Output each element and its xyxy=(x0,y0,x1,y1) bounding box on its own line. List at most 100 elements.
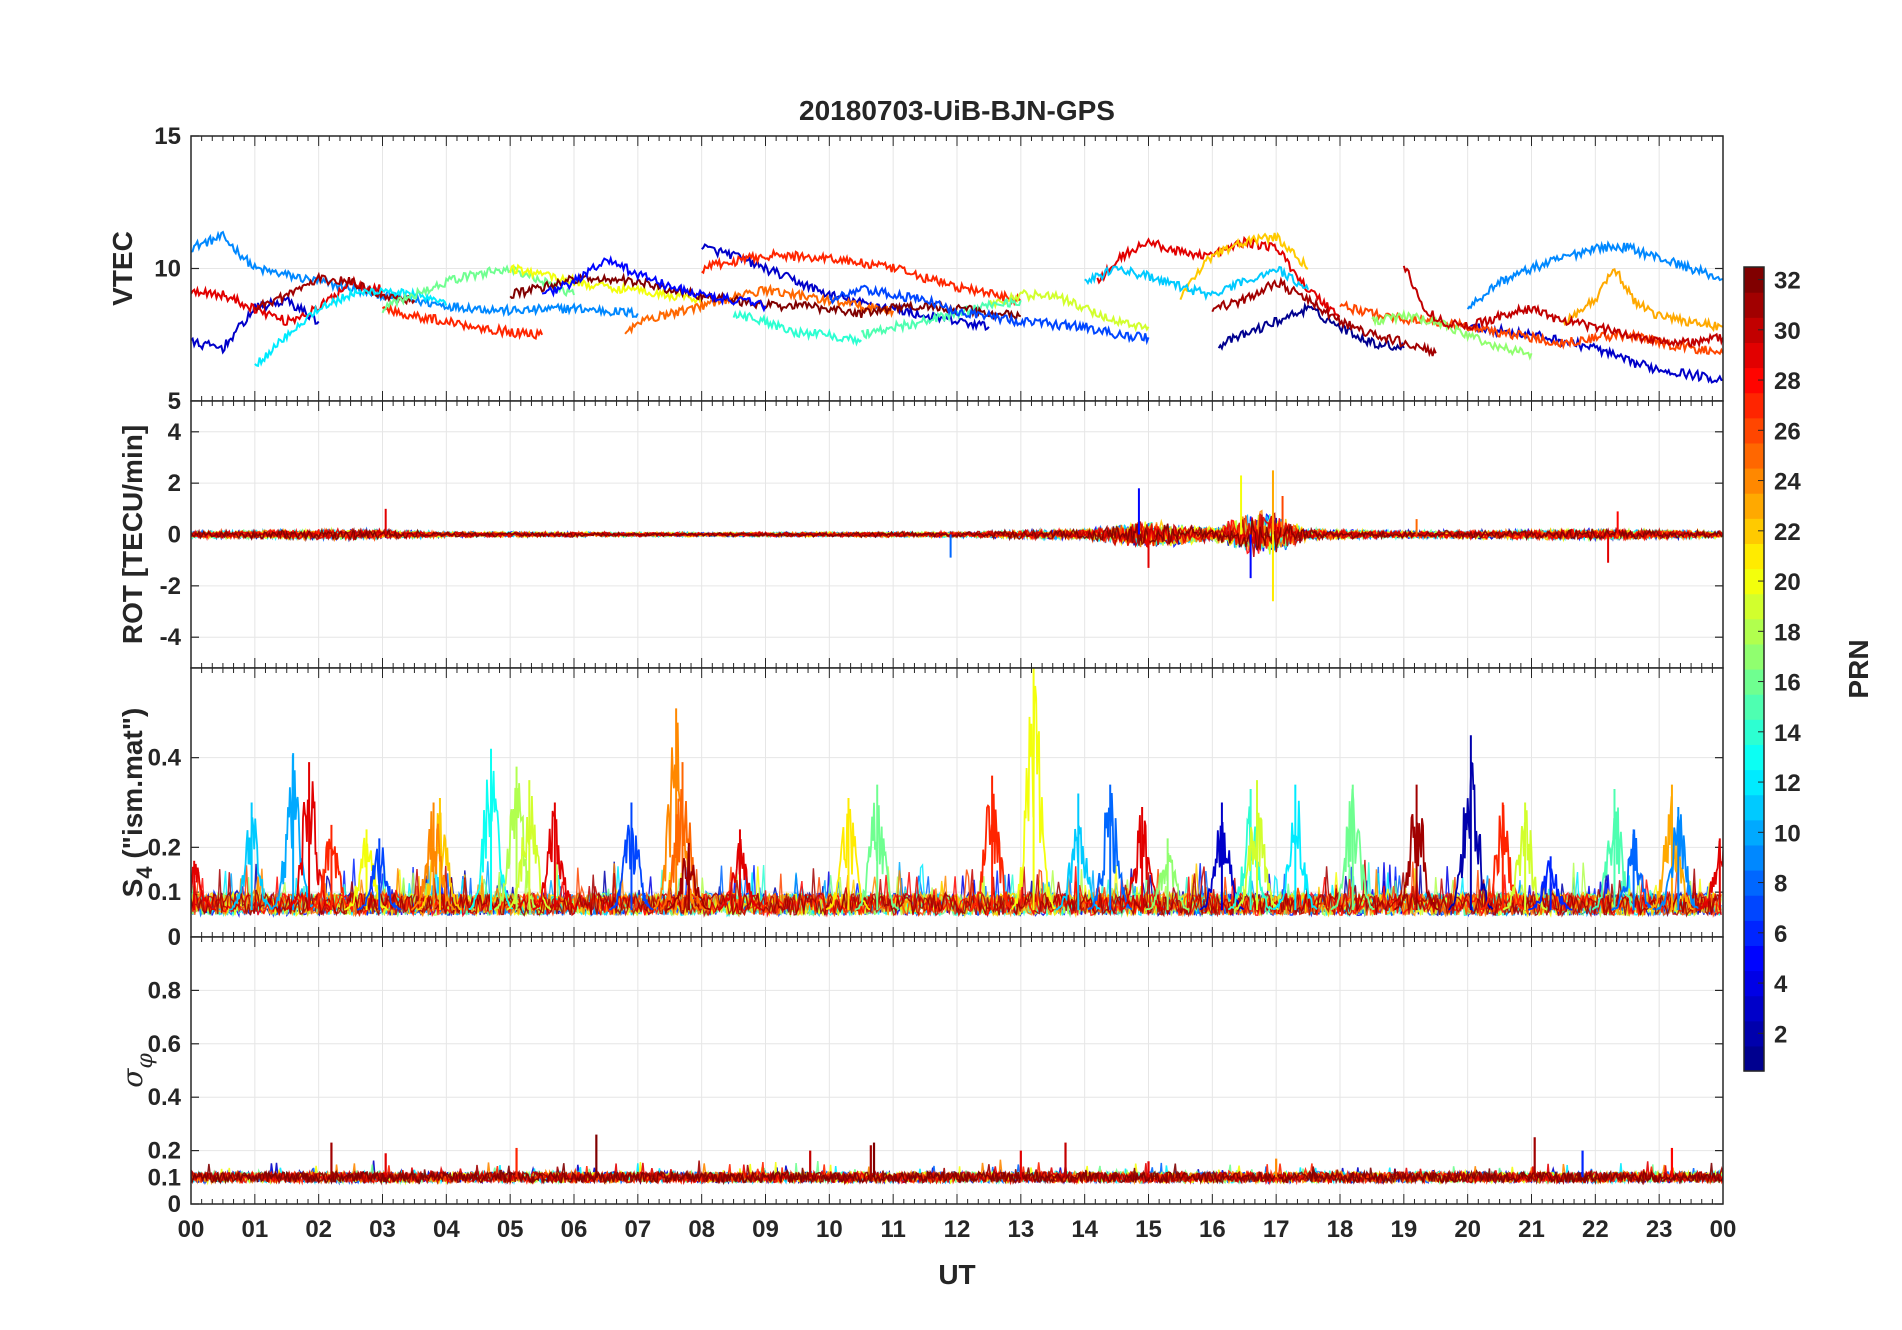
panel-sigma_phi: 00.10.2 0.4 0.6 0.8 σφ xyxy=(116,936,1724,1218)
colorbar-band xyxy=(1744,442,1764,469)
y-tick-label: 0.4 xyxy=(148,745,182,772)
vtec-series-prn-19 xyxy=(988,288,1150,333)
x-tick-label: 02 xyxy=(305,1216,332,1243)
colorbar-bands xyxy=(1744,267,1764,1072)
colorbar-band xyxy=(1744,417,1764,444)
colorbar-band xyxy=(1744,292,1764,318)
colorbar-band xyxy=(1744,568,1764,595)
series-layer-s4 xyxy=(191,668,1723,919)
colorbar-tick-label: 16 xyxy=(1774,670,1801,697)
colorbar-tick-label: 30 xyxy=(1774,318,1801,345)
colorbar-tick-label: 18 xyxy=(1774,619,1801,646)
x-tick-labels: 00 01 02 03 04 05 06 07 08 09 10 11 12 13 14 15 16 17 18 19… xyxy=(178,1216,1737,1243)
colorbar-tick-label: 4 xyxy=(1774,971,1788,998)
panel-frame-sigma_phi xyxy=(190,936,1724,1205)
chart-title: 20180703-UiB-BJN-GPS xyxy=(799,95,1115,126)
colorbar-tick-label: 20 xyxy=(1774,569,1801,596)
x-tick-label: 04 xyxy=(433,1216,460,1243)
colorbar-tick-label: 22 xyxy=(1774,519,1801,546)
x-tick-label: 09 xyxy=(752,1216,779,1243)
vtec-series-prn-3 xyxy=(701,243,990,332)
sigma-series-prn-32 xyxy=(191,1162,1723,1186)
colorbar-tick-label: 10 xyxy=(1774,820,1801,847)
y-tick-label: 0.6 xyxy=(148,1031,181,1058)
colorbar-band xyxy=(1744,895,1764,921)
colorbar-band xyxy=(1744,317,1764,343)
y-tick-label: 0 xyxy=(168,1191,181,1218)
colorbar-tick-label: 32 xyxy=(1774,268,1801,295)
x-tick-label: 15 xyxy=(1135,1216,1162,1243)
y-tick-label: 0.4 xyxy=(148,1084,182,1111)
vtec-series-prn-25 xyxy=(624,283,895,335)
vtec-series-prn-17 xyxy=(1371,308,1533,361)
colorbar-tick-label: 2 xyxy=(1774,1021,1787,1048)
vtec-series-prn-1 xyxy=(1217,301,1405,351)
panel-vtec: 5 10 15 VTEC xyxy=(107,123,1724,415)
colorbar-band xyxy=(1744,468,1764,494)
colorbar-band xyxy=(1744,870,1764,896)
vtec-series-prn-5 xyxy=(541,254,767,313)
x-tick-label: 21 xyxy=(1518,1216,1545,1243)
panel-rot: 4 2 0 -2 -4 ROT [TECU/min] xyxy=(117,400,1724,669)
y-tick-label: 0.2 xyxy=(148,1138,181,1165)
vtec-series-prn-30 xyxy=(1402,265,1723,349)
colorbar-frame xyxy=(1743,266,1765,1072)
colorbar-band xyxy=(1744,669,1764,695)
x-tick-label: 10 xyxy=(816,1216,843,1243)
vtec-series-prn-23 xyxy=(1562,267,1723,333)
s4-series-prn-31 xyxy=(191,866,1722,918)
colorbar-band xyxy=(1744,267,1764,293)
x-tick-label: 05 xyxy=(497,1216,524,1243)
rot-series-prn-32 xyxy=(191,519,1723,553)
colorbar-label: PRN xyxy=(1843,639,1874,698)
x-tick-label: 03 xyxy=(369,1216,396,1243)
x-tick-label: 17 xyxy=(1263,1216,1290,1243)
vtec-series-prn-31 xyxy=(253,271,416,312)
vtec-series-prn-26 xyxy=(1339,300,1723,356)
colorbar-band xyxy=(1744,342,1764,369)
vtec-series-prn-20 xyxy=(509,263,703,305)
colorbar-tick-label: 28 xyxy=(1774,368,1801,395)
x-tick-label: 20 xyxy=(1454,1216,1481,1243)
colorbar-tick-label: 6 xyxy=(1774,921,1787,948)
colorbar-tick-label: 24 xyxy=(1774,469,1801,496)
y-tick-label: 15 xyxy=(154,123,181,150)
colorbar-band xyxy=(1744,1045,1764,1072)
colorbar-band xyxy=(1744,819,1764,846)
x-tick-label: 22 xyxy=(1582,1216,1609,1243)
colorbar-band xyxy=(1744,618,1764,645)
y-tick-label: 0.2 xyxy=(148,834,181,861)
x-tick-label: 08 xyxy=(688,1216,715,1243)
colorbar-band xyxy=(1744,593,1764,620)
colorbar-band xyxy=(1744,392,1764,419)
colorbar-band xyxy=(1744,643,1764,670)
x-tick-label: 01 xyxy=(241,1216,268,1243)
vtec-series-prn-27 xyxy=(701,247,1021,307)
colorbar-band xyxy=(1744,844,1764,871)
x-tick-label: 12 xyxy=(944,1216,971,1243)
colorbar-tick-label: 14 xyxy=(1774,720,1801,747)
x-tick-label: 07 xyxy=(624,1216,651,1243)
x-tick-label: 19 xyxy=(1390,1216,1417,1243)
y-tick-label: 2 xyxy=(168,470,181,497)
vtec-series-prn-15 xyxy=(860,296,1022,340)
colorbar-band xyxy=(1744,970,1764,997)
y-tick-label: 4 xyxy=(168,419,182,446)
y-tick-label: 0.1 xyxy=(148,879,181,906)
colorbar-band xyxy=(1744,719,1764,745)
colorbar-band xyxy=(1744,518,1764,544)
vtec-series-prn-22 xyxy=(1179,231,1309,300)
y-tick-label: 0.1 xyxy=(148,1164,181,1191)
colorbar-tick-label: 12 xyxy=(1774,770,1801,797)
y-axis-label-s4: S4 ("ism.mat") xyxy=(117,708,157,898)
vtec-series-prn-3 xyxy=(191,294,320,355)
colorbar-band xyxy=(1744,920,1764,946)
colorbar-tick-label: 26 xyxy=(1774,418,1801,445)
colorbar-band xyxy=(1744,694,1764,720)
x-tick-label: 23 xyxy=(1646,1216,1673,1243)
x-tick-label: 00 xyxy=(1710,1216,1737,1243)
vtec-series-prn-12 xyxy=(254,286,448,368)
vtec-series-prn-29 xyxy=(1096,235,1340,318)
